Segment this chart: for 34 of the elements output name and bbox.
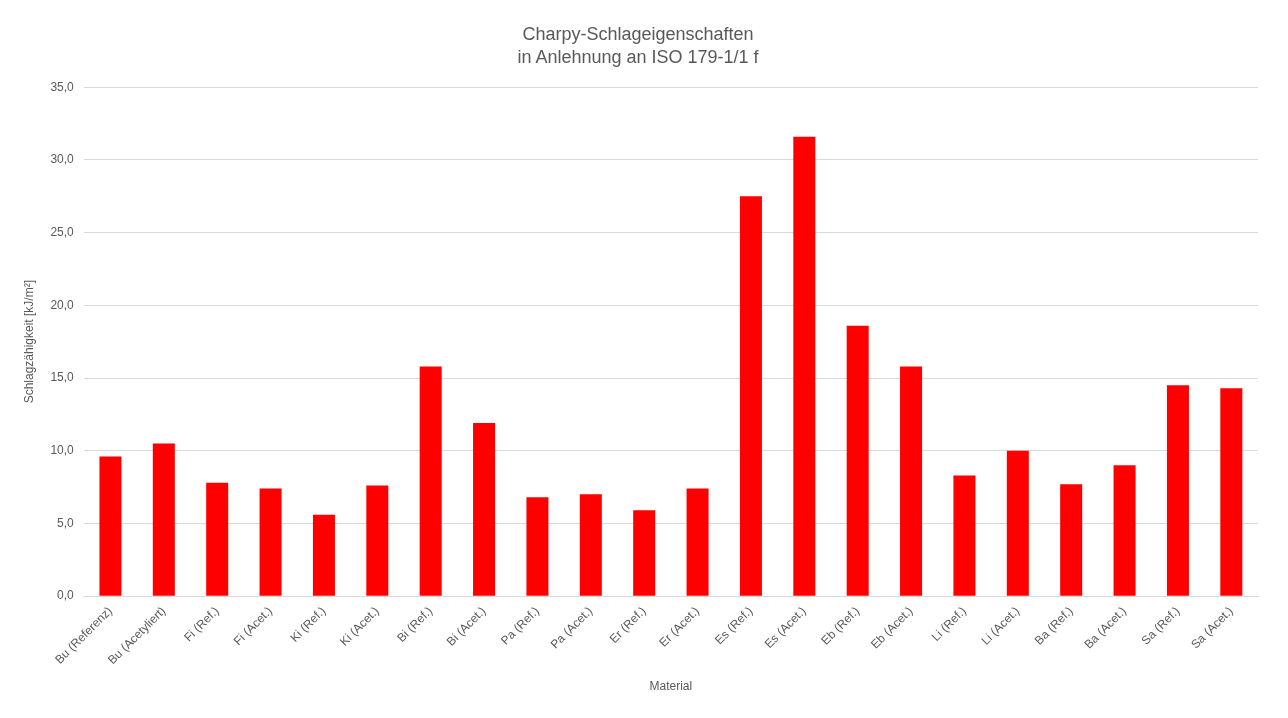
bar — [419, 366, 442, 596]
y-axis-title: Schlagzähigkeit [kJ/m²] — [21, 279, 36, 404]
bar — [900, 366, 923, 596]
x-axis-title: Material — [649, 679, 693, 694]
bar — [259, 488, 282, 596]
bar — [366, 485, 389, 596]
bar — [206, 482, 229, 596]
bar — [1006, 450, 1029, 596]
y-tick-label: 0,0 — [57, 588, 75, 603]
bar — [1220, 388, 1243, 596]
bar — [152, 443, 175, 596]
bar — [953, 475, 976, 596]
bar — [1113, 465, 1136, 596]
y-tick-label: 25,0 — [50, 224, 75, 239]
bar — [633, 510, 656, 596]
y-tick-label: 15,0 — [50, 370, 75, 385]
bar — [739, 196, 762, 596]
bar — [1166, 385, 1189, 596]
bar — [686, 488, 709, 596]
bar — [312, 514, 335, 596]
chart-title: Charpy-Schlageigenschaften — [522, 23, 754, 44]
y-tick-label: 10,0 — [50, 443, 75, 458]
bar — [846, 325, 869, 596]
chart-subtitle: in Anlehnung an ISO 179-1/1 f — [517, 47, 760, 68]
y-tick-label: 30,0 — [50, 152, 75, 167]
y-tick-label: 5,0 — [57, 515, 75, 530]
bar — [473, 423, 496, 596]
y-tick-label: 20,0 — [50, 297, 75, 312]
y-tick-label: 35,0 — [50, 79, 75, 94]
bar — [526, 497, 549, 596]
bar — [1060, 484, 1083, 596]
bar — [579, 494, 602, 596]
bar — [99, 456, 122, 596]
bar — [793, 136, 816, 596]
